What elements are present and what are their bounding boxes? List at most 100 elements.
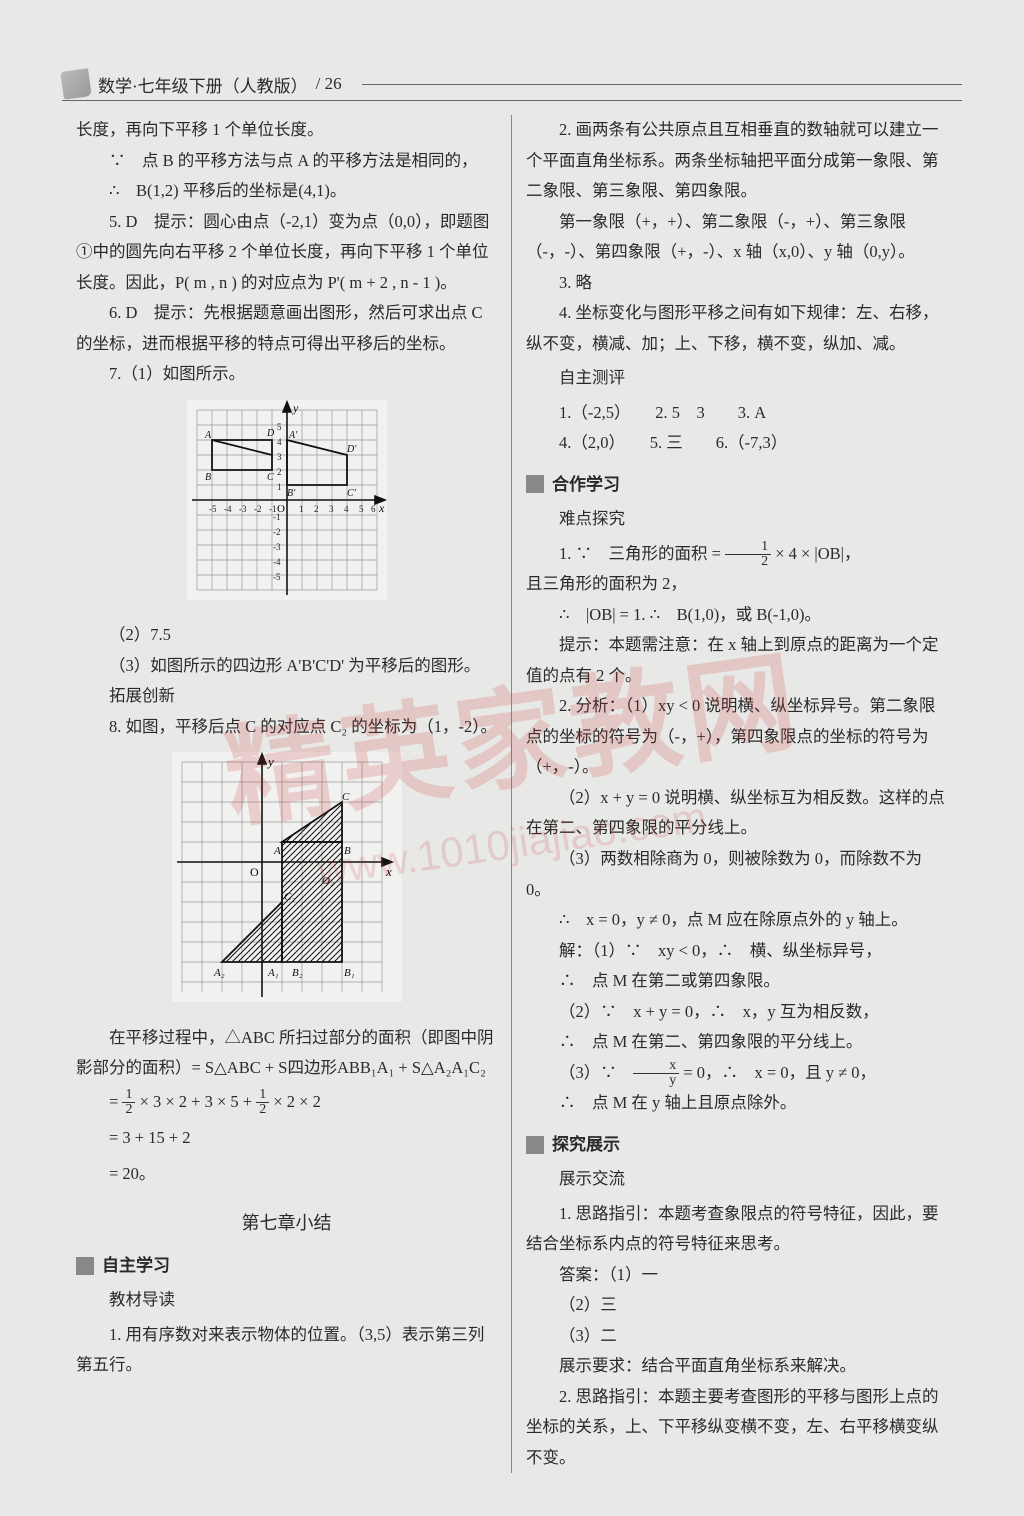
svg-text:A₂: A₂ bbox=[213, 967, 225, 979]
body-text: 2. 思路指引：本题主要考查图形的平移与图形上点的坐标的关系，上、下平移纵变横不… bbox=[526, 1382, 948, 1474]
body-text: （3）∵ bbox=[559, 1063, 633, 1082]
svg-text:2: 2 bbox=[277, 467, 282, 477]
svg-text:-4: -4 bbox=[273, 557, 281, 567]
section-coop-learning: 合作学习 bbox=[526, 469, 948, 500]
svg-text:-4: -4 bbox=[224, 504, 232, 514]
header-rule bbox=[362, 84, 962, 85]
body-text: 且三角形的面积为 2， bbox=[526, 569, 948, 600]
svg-text:-3: -3 bbox=[273, 542, 281, 552]
formula-text: × 2 × 2 bbox=[269, 1092, 321, 1111]
svg-text:y: y bbox=[292, 401, 299, 415]
sub-heading: 自主测评 bbox=[526, 363, 948, 394]
formula-text: × 3 × 2 + 3 × 5 + bbox=[135, 1092, 256, 1111]
svg-text:A: A bbox=[273, 845, 281, 857]
body-text: 7.（1）如图所示。 bbox=[76, 359, 497, 390]
chapter-title: 第七章小结 bbox=[76, 1207, 497, 1240]
body-text: ∵ 点 B 的平移方法与点 A 的平移方法是相同的， bbox=[76, 146, 497, 177]
body-text: 第一象限（+，+）、第二象限（-，+）、第三象限（-，-）、第四象限（+，-）、… bbox=[526, 207, 948, 268]
svg-text:x: x bbox=[385, 864, 392, 879]
svg-text:4: 4 bbox=[277, 437, 282, 447]
svg-text:C': C' bbox=[347, 488, 357, 499]
formula-text: = bbox=[109, 1092, 122, 1111]
body-text: 1. 用有序数对来表示物体的位置。（3,5）表示第三列第五行。 bbox=[76, 1320, 497, 1381]
body-text: 6. D 提示：先根据题意画出图形，然后可求出点 C 的坐标，进而根据平移的特点… bbox=[76, 298, 497, 359]
svg-text:B₁: B₁ bbox=[344, 967, 355, 979]
svg-text:C: C bbox=[342, 791, 350, 803]
body-text: （3）二 bbox=[526, 1321, 948, 1352]
body-text: 3. 略 bbox=[526, 268, 948, 299]
section-label: 探究展示 bbox=[552, 1129, 620, 1160]
svg-text:1: 1 bbox=[277, 482, 282, 492]
svg-text:B': B' bbox=[287, 488, 296, 499]
section-explore-show: 探究展示 bbox=[526, 1129, 948, 1160]
formula-block: = 12 × 3 × 2 + 3 × 5 + 12 × 2 × 2 = 3 + … bbox=[76, 1084, 497, 1193]
body-text: （2）7.5 bbox=[76, 620, 497, 651]
body-text: 长度，再向下平移 1 个单位长度。 bbox=[76, 115, 497, 146]
svg-text:A: A bbox=[204, 430, 212, 441]
body-text: ∴ 点 M 在第二或第四象限。 bbox=[526, 966, 948, 997]
body-text: 4. 坐标变化与图形平移之间有如下规律：左、右移，纵不变，横减、加；上、下移，横… bbox=[526, 298, 948, 359]
svg-text:y: y bbox=[266, 754, 274, 769]
sub-heading: 难点探究 bbox=[526, 504, 948, 535]
svg-text:4: 4 bbox=[344, 504, 349, 514]
figure-coord-grid-1: y x O -5-4-3 -2-1 123 456 543 21 -1-2-3 … bbox=[76, 400, 497, 611]
body-text: 展示要求：结合平面直角坐标系来解决。 bbox=[526, 1351, 948, 1382]
body-text: （3）两数相除商为 0，则被除数为 0，而除数不为 0。 bbox=[526, 844, 948, 905]
svg-text:-2: -2 bbox=[273, 527, 281, 537]
body-text: （3）如图所示的四边形 A'B'C'D' 为平移后的图形。 bbox=[76, 651, 497, 682]
expand-heading: 拓展创新 bbox=[76, 681, 497, 712]
square-bullet-icon bbox=[76, 1257, 94, 1275]
svg-text:C₂: C₂ bbox=[284, 891, 295, 903]
svg-text:3: 3 bbox=[329, 504, 334, 514]
sub-heading: 教材导读 bbox=[76, 1285, 497, 1316]
page-header: 数学·七年级下册（人教版） / 26 bbox=[62, 70, 962, 101]
body-text: 2. 分析：（1）xy < 0 说明横、纵坐标异号。第二象限点的坐标的符号为（-… bbox=[526, 691, 948, 783]
body-text: （3）∵ xy = 0，∴ x = 0，且 y ≠ 0， bbox=[526, 1058, 948, 1089]
svg-text:B₂: B₂ bbox=[292, 967, 303, 979]
book-icon bbox=[60, 68, 92, 100]
svg-text:O: O bbox=[250, 865, 259, 879]
body-text: （2）∵ x + y = 0，∴ x，y 互为相反数， bbox=[526, 997, 948, 1028]
body-text: 在平移过程中，△ABC 所扫过部分的面积（即图中阴影部分的面积）= S△ABC … bbox=[76, 1023, 497, 1084]
body-text: 1. ∵ 三角形的面积 = 12 × 4 × |OB|， bbox=[526, 539, 948, 570]
body-text: 解：（1）∵ xy < 0，∴ 横、纵坐标异号， bbox=[526, 936, 948, 967]
section-self-study: 自主学习 bbox=[76, 1250, 497, 1281]
svg-text:3: 3 bbox=[277, 452, 282, 462]
body-text: 2. 画两条有公共原点且互相垂直的数轴就可以建立一个平面直角坐标系。两条坐标轴把… bbox=[526, 115, 948, 207]
body-text: 答案：（1）一 bbox=[526, 1260, 948, 1291]
svg-text:-1: -1 bbox=[273, 512, 281, 522]
svg-text:1: 1 bbox=[299, 504, 304, 514]
figure-coord-grid-2: y x O C A B bbox=[76, 752, 497, 1013]
svg-text:-5: -5 bbox=[273, 572, 281, 582]
svg-text:x: x bbox=[378, 501, 385, 515]
svg-text:5: 5 bbox=[359, 504, 364, 514]
svg-text:2: 2 bbox=[314, 504, 319, 514]
square-bullet-icon bbox=[526, 475, 544, 493]
body-text: ∴ 点 M 在第二、第四象限的平分线上。 bbox=[526, 1027, 948, 1058]
body-text: ∴ x = 0，y ≠ 0，点 M 应在除原点外的 y 轴上。 bbox=[526, 905, 948, 936]
left-column: 长度，再向下平移 1 个单位长度。 ∵ 点 B 的平移方法与点 A 的平移方法是… bbox=[62, 115, 512, 1473]
body-text: 1. ∵ 三角形的面积 = bbox=[559, 544, 725, 563]
svg-text:6: 6 bbox=[371, 504, 376, 514]
body-text: = 0，∴ x = 0，且 y ≠ 0， bbox=[679, 1063, 876, 1082]
section-label: 合作学习 bbox=[552, 469, 620, 500]
body-text: 5. D 提示：圆心由点（-2,1）变为点（0,0），即题图①中的圆先向右平移 … bbox=[76, 207, 497, 299]
sub-heading: 展示交流 bbox=[526, 1164, 948, 1195]
svg-text:D': D' bbox=[346, 444, 357, 455]
body-text: × 4 × |OB|， bbox=[771, 544, 860, 563]
svg-text:5: 5 bbox=[277, 422, 282, 432]
body-text: 提示：本题需注意：在 x 轴上到原点的距离为一个定值的点有 2 个。 bbox=[526, 630, 948, 691]
body-text: （2）三 bbox=[526, 1290, 948, 1321]
svg-text:B: B bbox=[344, 845, 351, 857]
svg-text:C: C bbox=[267, 472, 274, 483]
body-text: （2）x + y = 0 说明横、纵坐标互为相反数。这样的点在第二、第四象限的平… bbox=[526, 783, 948, 844]
body-text: 1. 思路指引：本题考查象限点的符号特征，因此，要结合坐标系内点的符号特征来思考… bbox=[526, 1199, 948, 1260]
formula-text: = 20。 bbox=[109, 1156, 497, 1192]
header-subject: 数学·七年级下册（人教版） bbox=[98, 72, 308, 97]
body-text: 8. 如图，平移后点 C 的对应点 C₂ 的坐标为（1，-2）。 bbox=[76, 712, 497, 743]
body-text: ∴ B(1,2) 平移后的坐标是(4,1)。 bbox=[76, 176, 497, 207]
right-column: 2. 画两条有公共原点且互相垂直的数轴就可以建立一个平面直角坐标系。两条坐标轴把… bbox=[512, 115, 962, 1473]
answer-row: 4.（2,0） 5. 三 6.（-7,3） bbox=[526, 428, 948, 459]
svg-text:-3: -3 bbox=[239, 504, 247, 514]
svg-text:A': A' bbox=[288, 430, 298, 441]
